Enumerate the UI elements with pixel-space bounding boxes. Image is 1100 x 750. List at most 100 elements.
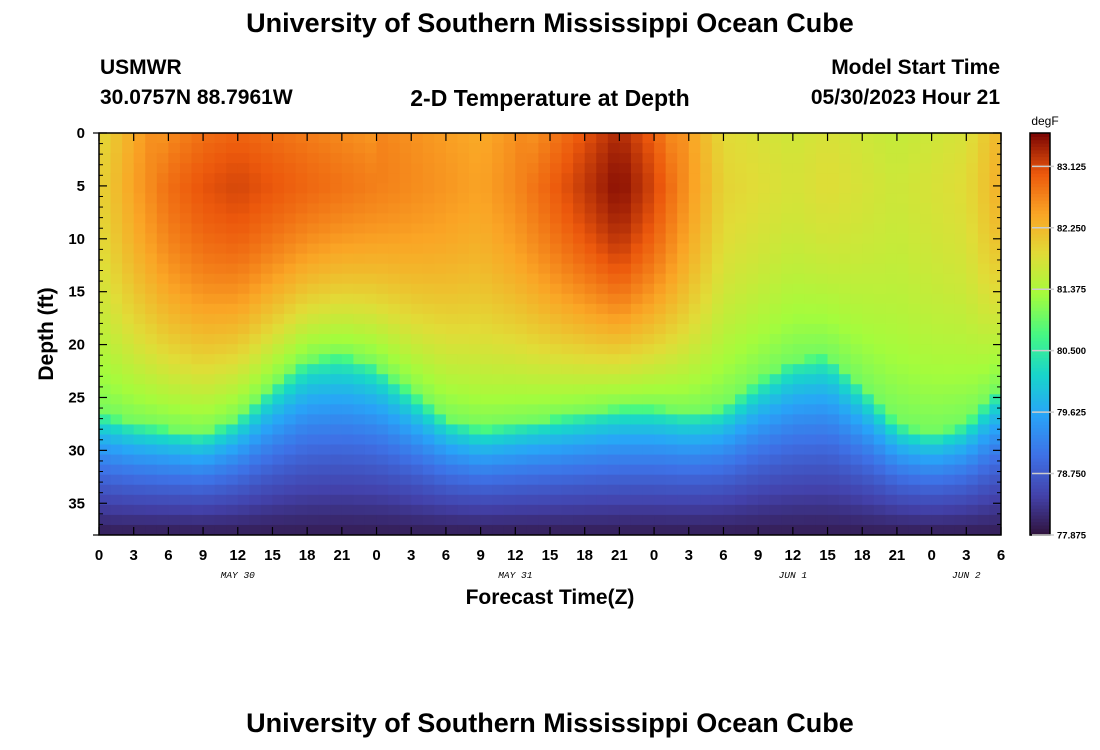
heatmap-cell: [330, 283, 343, 295]
heatmap-cell: [538, 444, 551, 456]
heatmap-cell: [214, 323, 227, 335]
heatmap-cell: [815, 213, 829, 225]
heatmap-cell: [341, 434, 355, 446]
heatmap-cell: [665, 374, 678, 385]
heatmap-cell: [630, 364, 644, 375]
heatmap-cell: [191, 514, 204, 526]
heatmap-cell: [758, 464, 771, 476]
heatmap-cell: [815, 153, 829, 164]
colorbar-swatch: [1030, 337, 1050, 342]
heatmap-cell: [260, 404, 274, 415]
heatmap-cell: [399, 414, 412, 426]
heatmap-cell: [492, 464, 505, 476]
heatmap-cell: [260, 424, 274, 436]
heatmap-cell: [376, 484, 389, 496]
heatmap-cell: [607, 143, 620, 154]
heatmap-cell: [318, 323, 331, 335]
heatmap-cell: [596, 494, 609, 506]
heatmap-cell: [168, 424, 181, 436]
heatmap-cell: [133, 183, 146, 194]
heatmap-cell: [503, 143, 516, 154]
heatmap-cell: [191, 153, 204, 164]
heatmap-cell: [561, 404, 574, 415]
heatmap-cell: [422, 293, 435, 305]
heatmap-cell: [943, 143, 956, 154]
colorbar-swatch: [1030, 494, 1050, 499]
heatmap-cell: [908, 183, 921, 194]
heatmap-cell: [538, 303, 551, 315]
heatmap-cell: [642, 484, 655, 496]
heatmap-cell: [110, 514, 123, 526]
heatmap-cell: [503, 153, 516, 164]
colorbar-swatch: [1030, 340, 1050, 345]
heatmap-cell: [388, 243, 401, 255]
heatmap-cell: [596, 163, 609, 174]
heatmap-cell: [399, 524, 412, 535]
heatmap-cell: [122, 323, 135, 335]
heatmap-cell: [908, 213, 921, 225]
heatmap-cell: [561, 293, 574, 305]
heatmap-cell: [746, 153, 759, 164]
heatmap-cell: [434, 233, 447, 245]
heatmap-cell: [758, 203, 771, 214]
heatmap-cell: [769, 223, 782, 235]
heatmap-cell: [908, 444, 921, 456]
heatmap-cell: [388, 313, 401, 325]
heatmap-cell: [272, 253, 285, 265]
heatmap-cell: [353, 323, 366, 335]
heatmap-cell: [237, 283, 250, 295]
heatmap-cell: [908, 303, 921, 315]
heatmap-cell: [469, 484, 482, 496]
heatmap-cell: [226, 434, 239, 446]
heatmap-cell: [769, 424, 782, 436]
heatmap-cell: [850, 464, 863, 476]
heatmap-cell: [526, 313, 540, 325]
heatmap-cell: [665, 313, 678, 325]
heatmap-cell: [353, 514, 366, 526]
heatmap-cell: [862, 474, 875, 486]
heatmap-cell: [677, 243, 690, 255]
heatmap-cell: [804, 303, 817, 315]
heatmap-cell: [908, 133, 921, 144]
heatmap-cell: [272, 283, 285, 295]
heatmap-cell: [295, 193, 308, 204]
heatmap-cell: [99, 153, 112, 164]
heatmap-cell: [249, 263, 262, 275]
heatmap-cell: [896, 173, 910, 184]
heatmap-cell: [526, 283, 540, 295]
heatmap-cell: [804, 223, 817, 235]
heatmap-cell: [677, 444, 690, 456]
heatmap-cell: [538, 293, 551, 305]
heatmap-cell: [411, 454, 424, 466]
heatmap-cell: [353, 223, 366, 235]
heatmap-cell: [168, 163, 181, 174]
heatmap-cell: [654, 374, 667, 385]
heatmap-cell: [295, 133, 308, 144]
heatmap-cell: [295, 394, 308, 405]
heatmap-cell: [457, 163, 470, 174]
heatmap-cell: [746, 173, 759, 184]
heatmap-cell: [179, 223, 193, 235]
heatmap-cell: [630, 243, 644, 255]
heatmap-cell: [457, 283, 470, 295]
heatmap-cell: [226, 183, 239, 194]
heatmap-cell: [619, 323, 632, 335]
heatmap-cell: [133, 334, 146, 345]
heatmap-cell: [110, 313, 123, 325]
heatmap-cell: [954, 153, 967, 164]
heatmap-cell: [353, 173, 366, 184]
heatmap-cell: [457, 424, 470, 436]
colorbar-swatch: [1030, 183, 1050, 188]
heatmap-cell: [434, 344, 447, 355]
heatmap-cell: [746, 233, 759, 245]
heatmap-cell: [214, 464, 227, 476]
heatmap-cell: [191, 263, 204, 275]
heatmap-cell: [411, 484, 424, 496]
heatmap-cell: [630, 143, 644, 154]
heatmap-cell: [550, 514, 563, 526]
heatmap-cell: [492, 394, 505, 405]
heatmap-cell: [908, 223, 921, 235]
heatmap-cell: [191, 394, 204, 405]
heatmap-cell: [399, 434, 412, 446]
heatmap-cell: [654, 344, 667, 355]
